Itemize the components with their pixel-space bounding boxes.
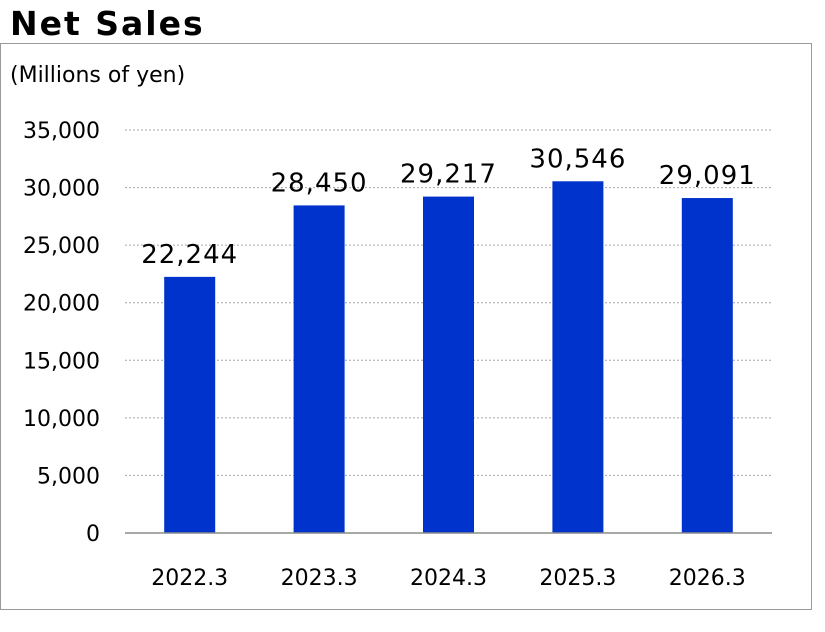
chart-title: Net Sales — [10, 4, 205, 43]
data-label: 29,091 — [659, 161, 756, 191]
data-label: 28,450 — [271, 168, 368, 198]
bars — [164, 181, 733, 534]
bar — [423, 196, 474, 534]
y-tick-label: 35,000 — [23, 119, 100, 144]
y-tick-label: 25,000 — [23, 234, 100, 259]
data-label: 30,546 — [529, 144, 626, 174]
bar — [164, 276, 216, 533]
bar — [552, 181, 604, 534]
y-tick-label: 30,000 — [23, 177, 100, 202]
y-tick-label: 15,000 — [23, 349, 100, 374]
bar — [681, 198, 733, 534]
y-tick-label: 10,000 — [23, 407, 100, 432]
x-tick-label: 2024.3 — [410, 566, 487, 591]
bar — [293, 205, 345, 533]
data-labels: 22,244 28,450 29,217 30,546 29,091 — [141, 144, 756, 270]
x-tick-label: 2025.3 — [539, 566, 616, 591]
y-axis-unit-label: (Millions of yen) — [10, 63, 186, 88]
y-tick-label: 0 — [86, 522, 100, 547]
data-label: 22,244 — [141, 240, 238, 270]
chart-frame — [0, 43, 812, 610]
x-tick-label: 2026.3 — [669, 566, 746, 591]
data-label: 29,217 — [400, 160, 497, 190]
y-axis-ticks: 0 5,000 10,000 15,000 20,000 25,000 30,000 35,0… — [23, 119, 100, 547]
y-tick-label: 20,000 — [23, 292, 100, 317]
x-axis-ticks: 2022.3 2023.3 2024.3 2025.3 2026.3 — [151, 566, 746, 591]
y-tick-label: 5,000 — [37, 464, 100, 489]
x-tick-label: 2022.3 — [151, 566, 228, 591]
x-tick-label: 2023.3 — [281, 566, 358, 591]
